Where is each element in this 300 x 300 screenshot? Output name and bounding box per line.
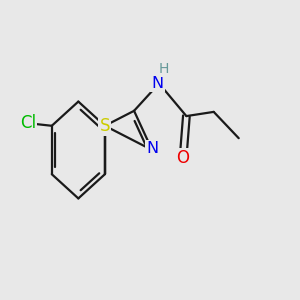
Text: O: O bbox=[177, 149, 190, 167]
Text: N: N bbox=[146, 141, 158, 156]
Text: N: N bbox=[151, 76, 164, 91]
Text: H: H bbox=[158, 62, 169, 76]
Text: S: S bbox=[100, 117, 110, 135]
Text: Cl: Cl bbox=[20, 114, 36, 132]
